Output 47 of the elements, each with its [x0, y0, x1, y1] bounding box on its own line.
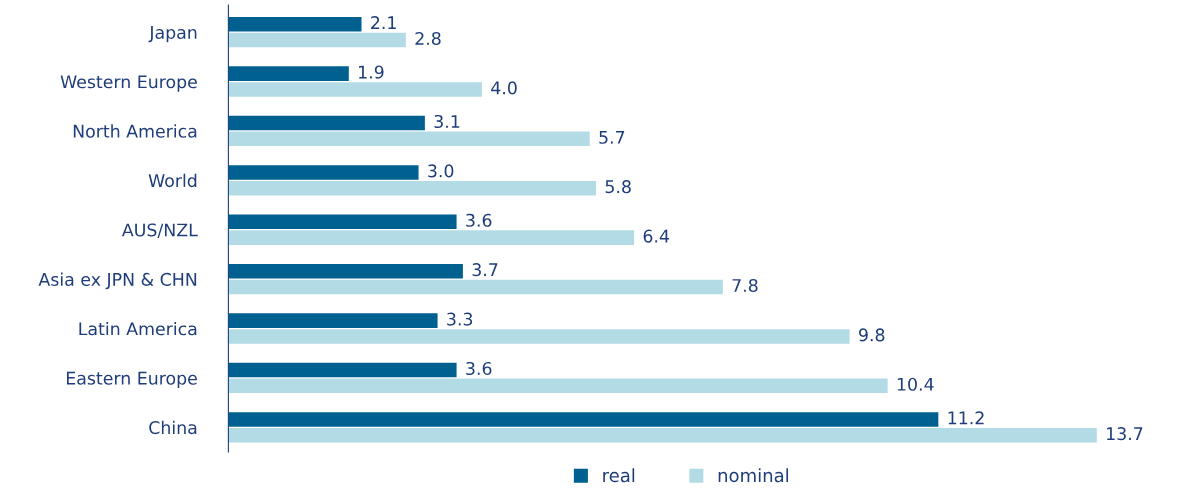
legend-label: real	[603, 468, 635, 483]
data-label: 3.3	[447, 312, 473, 326]
data-label: 3.7	[472, 263, 498, 277]
y-tick-label: North America	[73, 124, 197, 138]
legend-label: nominal	[718, 468, 789, 483]
data-label: 3.6	[466, 361, 492, 376]
bar	[228, 378, 888, 394]
bar	[228, 82, 482, 97]
data-label: 13.7	[1107, 427, 1143, 441]
data-label: 9.8	[859, 328, 885, 342]
data-label: 5.7	[599, 130, 625, 144]
y-tick-label: World	[148, 173, 197, 188]
data-label: 2.1	[371, 16, 396, 29]
bar	[228, 230, 635, 245]
y-tick-label: China	[149, 420, 197, 435]
data-label: 2.8	[415, 31, 441, 46]
y-tick-label: Japan	[148, 26, 197, 43]
y-tick-label: Latin America	[79, 321, 197, 336]
bar	[228, 263, 463, 279]
bar	[228, 115, 425, 131]
bar	[228, 180, 597, 196]
y-tick-label: Eastern Europe	[66, 371, 197, 389]
bar	[228, 329, 850, 344]
bar	[228, 131, 590, 147]
bar	[228, 362, 457, 378]
data-label: 4.0	[491, 81, 517, 95]
bar	[228, 16, 362, 32]
data-label: 5.8	[605, 180, 631, 194]
y-tick-label: Western Europe	[60, 75, 197, 92]
bar	[228, 313, 438, 328]
data-label: 3.6	[466, 213, 492, 227]
data-label: 3.0	[428, 164, 454, 178]
bar	[228, 427, 1097, 443]
bar	[228, 66, 349, 81]
bar	[228, 165, 419, 180]
data-label: 1.9	[359, 65, 384, 79]
y-tick-label: Asia ex JPN & CHN	[38, 272, 197, 290]
data-label: 3.1	[434, 114, 460, 129]
data-label: 6.4	[643, 229, 670, 243]
data-label: 10.4	[897, 377, 934, 391]
bar	[228, 32, 406, 48]
y-tick-label: AUS/NZL	[121, 223, 198, 238]
data-label: 11.2	[948, 411, 984, 425]
bar	[228, 279, 723, 295]
bar	[228, 412, 939, 427]
data-label: 7.8	[732, 278, 758, 293]
bar	[228, 214, 457, 230]
